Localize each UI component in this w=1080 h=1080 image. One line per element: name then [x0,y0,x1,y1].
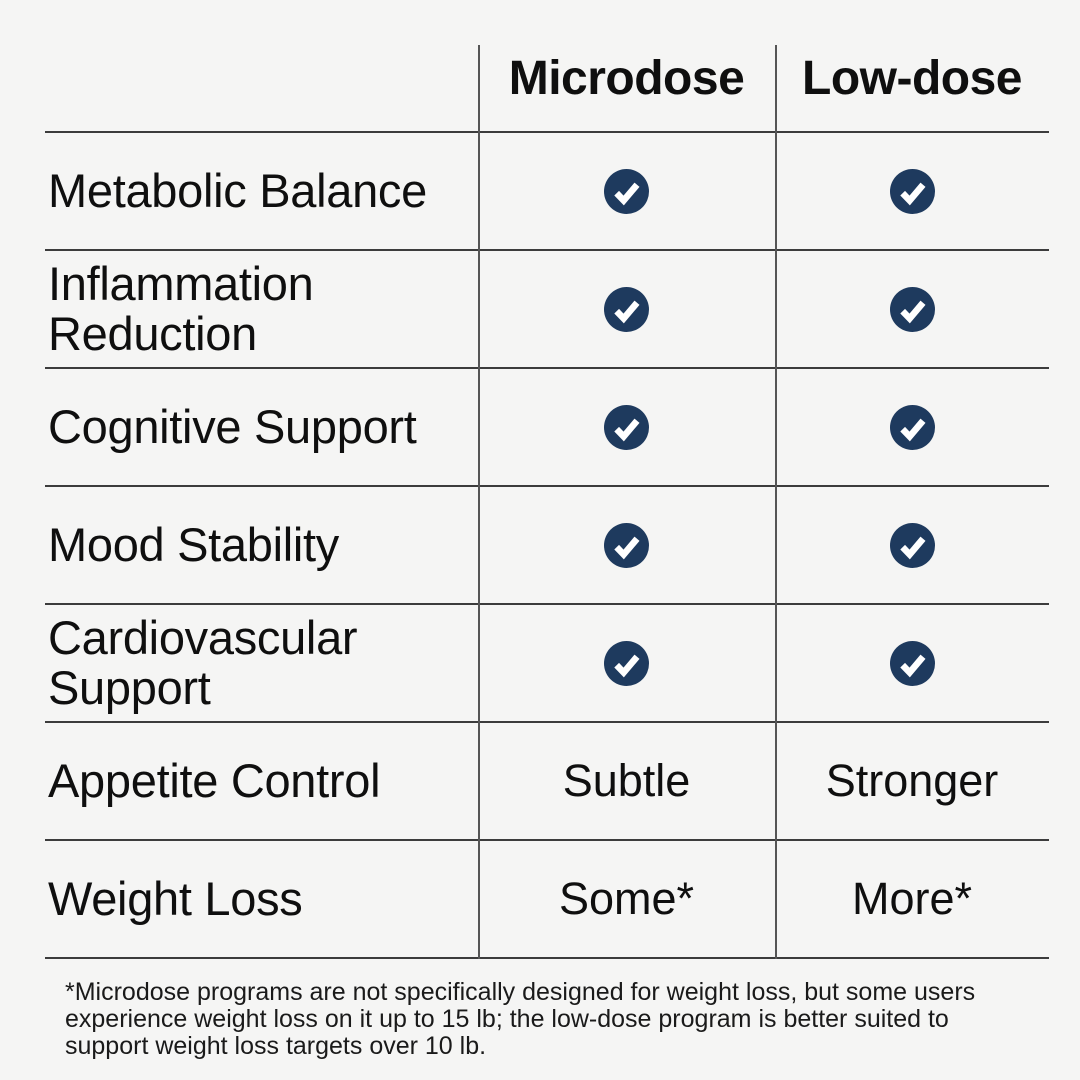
column-header-lowdose: Low-dose [802,51,1023,105]
check-icon [889,522,935,568]
lowdose-cell [775,133,1049,249]
lowdose-cell [775,251,1049,367]
footnote: *Microdose programs are not specifically… [65,979,1050,1060]
table-row-cognitive-support: Cognitive Support [45,367,1049,485]
column-divider-1 [478,45,480,959]
lowdose-cell: Stronger [825,755,999,806]
footnote-line-1: *Microdose programs are not specifically… [65,978,976,1006]
lowdose-cell [775,487,1049,603]
row-label: Inflammation Reduction [48,257,314,360]
check-icon [889,286,935,332]
table-row-mood-stability: Mood Stability [45,485,1049,603]
check-icon [604,404,649,450]
row-label: Cognitive Support [48,400,417,454]
row-label: Mood Stability [48,518,339,572]
row-label: Cardiovascular Support [48,611,358,714]
lowdose-cell [775,369,1049,485]
microdose-cell [478,369,775,485]
row-label: Metabolic Balance [48,164,427,218]
check-icon [604,168,649,214]
table-row-cardiovascular-support: Cardiovascular Support [45,603,1049,721]
check-icon [889,640,935,686]
comparison-table: Microdose Low-dose Metabolic Balance Inf… [45,45,1049,959]
table-row-appetite-control: Appetite Control Subtle Stronger [45,721,1049,839]
microdose-cell [478,251,775,367]
microdose-cell: Some* [558,873,695,924]
check-icon [604,640,649,686]
check-icon [604,522,649,568]
lowdose-cell: More* [851,873,973,924]
table-row-inflammation-reduction: Inflammation Reduction [45,249,1049,367]
check-icon [889,404,935,450]
lowdose-cell [775,605,1049,721]
column-header-microdose: Microdose [508,51,745,105]
microdose-cell [478,133,775,249]
microdose-cell [478,605,775,721]
table-row-metabolic-balance: Metabolic Balance [45,131,1049,249]
footnote-line-2: experience weight loss on it up to 15 lb… [65,1005,949,1033]
header-empty-cell [45,45,478,131]
table-row-weight-loss: Weight Loss Some* More* [45,839,1049,959]
check-icon [889,168,935,214]
row-label: Weight Loss [48,872,303,926]
microdose-cell [478,487,775,603]
check-icon [604,286,649,332]
microdose-cell: Subtle [562,755,691,806]
column-divider-2 [775,45,777,959]
footnote-line-3: support weight loss targets over 10 lb. [65,1032,487,1060]
row-label: Appetite Control [48,754,381,808]
header-row: Microdose Low-dose [45,45,1049,131]
